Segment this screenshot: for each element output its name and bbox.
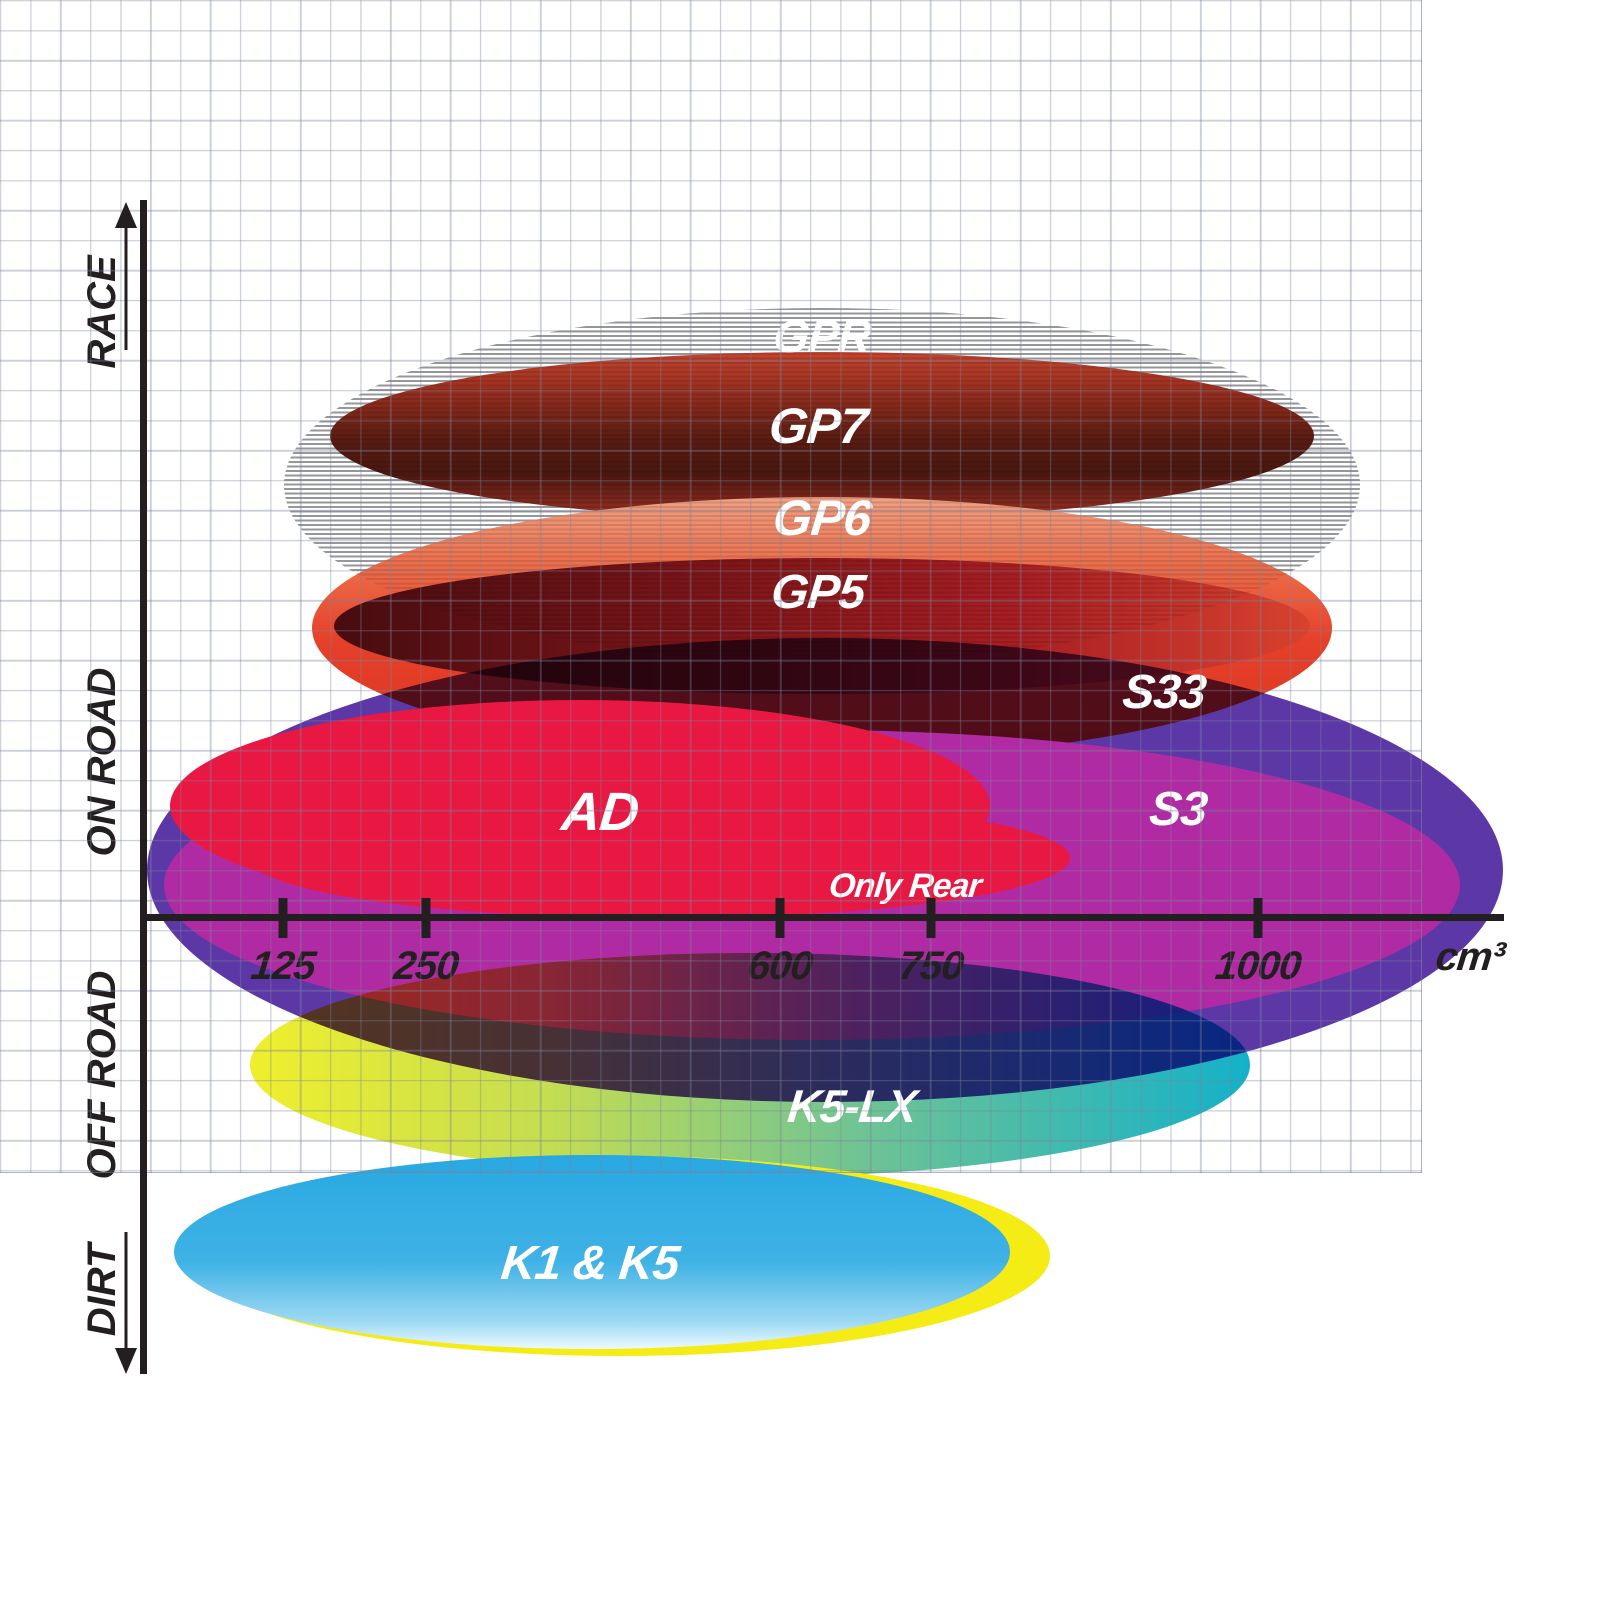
x-axis-line (140, 914, 1504, 921)
region-ellipse-gpr-texture (284, 308, 1360, 662)
race-arrow-shaft (124, 226, 128, 350)
race-arrow-up-icon (115, 202, 137, 228)
x-tick-250 (421, 898, 431, 938)
dirt-arrow-shaft (124, 1232, 128, 1350)
region-ellipse-k5lx (250, 953, 1250, 1177)
dirt-arrow-down-icon (115, 1348, 137, 1374)
region-ellipse-gp7 (330, 352, 1314, 520)
region-ellipse-k1k5 (174, 1155, 1010, 1349)
x-tick-600 (775, 898, 785, 938)
x-tick-125 (278, 898, 288, 938)
y-axis-line (140, 200, 147, 1374)
x-tick-750 (926, 898, 936, 938)
x-tick-1000 (1253, 898, 1263, 938)
